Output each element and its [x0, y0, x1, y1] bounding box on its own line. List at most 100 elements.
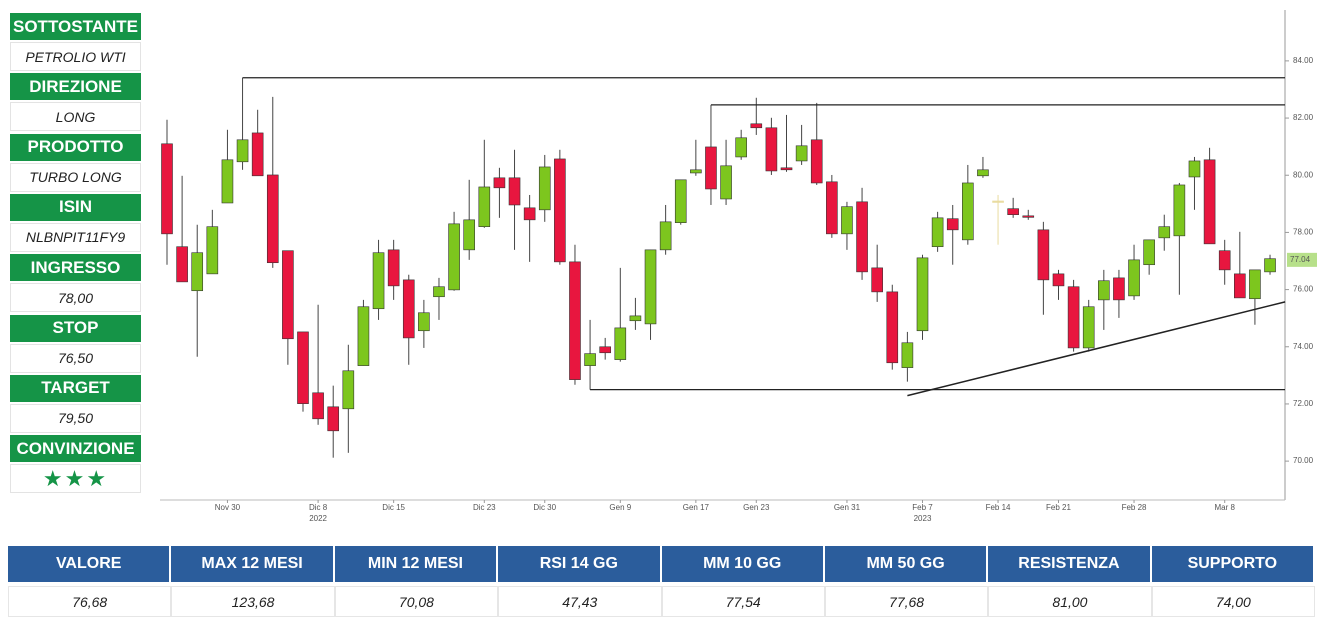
x-tick-label: Gen 17: [683, 503, 710, 512]
candle-body: [599, 346, 611, 354]
candle-body: [992, 200, 1004, 203]
candle-body: [1128, 259, 1140, 297]
sidebar-value: LONG: [10, 102, 141, 132]
candle-body: [357, 306, 370, 366]
sidebar-label: ISIN: [10, 193, 141, 221]
candle-body: [433, 286, 445, 298]
candle-body: [1067, 286, 1080, 349]
table-value: 70,08: [334, 586, 499, 617]
x-tick-label: Mar 8: [1214, 503, 1235, 512]
x-tick-label: Feb 14: [986, 503, 1011, 512]
candle-body: [236, 139, 249, 163]
x-tick-label: Nov 30: [215, 503, 241, 512]
candle-body: [1098, 280, 1110, 301]
table-header: MM 50 GG: [824, 546, 989, 582]
y-tick-label: 70.00: [1293, 456, 1314, 465]
candle-body: [221, 159, 234, 204]
candle-body: [826, 181, 838, 235]
candle-body: [765, 127, 778, 172]
y-tick-label: 80.00: [1293, 170, 1314, 179]
candle-body: [810, 139, 823, 184]
candle-body: [795, 145, 808, 162]
candle-body: [841, 206, 853, 235]
candle-body: [720, 165, 732, 200]
y-tick-label: 74.00: [1293, 342, 1314, 351]
sidebar-label: STOP: [10, 314, 141, 342]
x-tick-label: Feb 28: [1122, 503, 1147, 512]
table-header: RSI 14 GG: [498, 546, 662, 582]
candle-body: [297, 331, 309, 404]
table-value: 77,54: [661, 586, 825, 617]
table-header: SUPPORTO: [1151, 546, 1315, 582]
candle-body: [508, 177, 521, 206]
sidebar-value: NLBNPIT11FY9: [10, 222, 141, 252]
y-tick-label: 72.00: [1293, 399, 1314, 408]
x-tick-label: Dic 30: [533, 503, 556, 512]
candle-body: [554, 158, 566, 263]
candle-body: [1173, 184, 1186, 237]
table-value: 76,68: [8, 586, 172, 617]
candle-body: [1264, 258, 1276, 273]
candle-body: [1082, 306, 1095, 349]
candle-body: [659, 221, 672, 251]
candle-body: [448, 223, 460, 291]
candle-body: [584, 353, 596, 366]
candle-body: [735, 137, 747, 158]
year-label: 2023: [914, 514, 932, 523]
y-tick-label: 76.00: [1293, 285, 1314, 294]
sidebar-label: CONVINZIONE: [10, 435, 141, 463]
candle-body: [946, 218, 959, 231]
candle-body: [191, 252, 204, 292]
candle-body: [614, 327, 627, 360]
candle-body: [387, 249, 400, 287]
candle-body: [644, 249, 657, 325]
sidebar-value: ★★★: [10, 464, 141, 494]
candle-body: [931, 217, 944, 248]
candle-body: [266, 174, 279, 264]
candle-body: [977, 169, 989, 177]
candle-body: [1007, 208, 1019, 215]
table-header: MM 10 GG: [661, 546, 825, 582]
table-header: VALORE: [8, 546, 172, 582]
candle-body: [523, 207, 536, 221]
sidebar-value: 76,50: [10, 343, 141, 373]
candle-body: [538, 166, 551, 211]
table-value: 81,00: [988, 586, 1152, 617]
candle-body: [1234, 273, 1246, 299]
year-label: 2022: [309, 514, 327, 523]
candle-body: [1249, 269, 1261, 300]
table-header: RESISTENZA: [988, 546, 1152, 582]
sidebar-value: 79,50: [10, 403, 141, 433]
sidebar-label: TARGET: [10, 374, 141, 402]
y-tick-label: 84.00: [1293, 56, 1314, 65]
candle-body: [674, 179, 687, 223]
candle-body: [463, 219, 476, 251]
candle-body: [1022, 215, 1035, 218]
trend-line: [907, 301, 1286, 397]
candle-body: [176, 246, 188, 283]
candle-body: [372, 252, 385, 310]
table-header: MIN 12 MESI: [334, 546, 499, 582]
sidebar-label: PRODOTTO: [10, 133, 141, 161]
candle-body: [629, 315, 642, 322]
x-tick-label: Dic 8: [309, 503, 328, 512]
sidebar-label: SOTTOSTANTE: [10, 13, 141, 40]
sidebar-value: 78,00: [10, 283, 141, 313]
sidebar-label: INGRESSO: [10, 254, 141, 282]
last-price-box: [1287, 252, 1317, 267]
candle-body: [780, 167, 793, 171]
candle-body: [1143, 239, 1155, 266]
candle-body: [342, 370, 355, 410]
candle-body: [690, 169, 702, 174]
candle-body: [1188, 160, 1201, 178]
sidebar-value: TURBO LONG: [10, 162, 141, 192]
candle-body: [327, 406, 340, 432]
chart: 70.00 72.00 74.00 76.00 78.00 80.00 82.00 84.00…: [160, 10, 1317, 523]
x-tick-label: Dic 15: [382, 503, 405, 512]
table-value: 47,43: [498, 586, 662, 617]
candle-body: [750, 123, 763, 129]
candle-body: [916, 257, 929, 332]
x-tick-label: Dic 23: [473, 503, 496, 512]
candle-body: [1158, 226, 1171, 239]
